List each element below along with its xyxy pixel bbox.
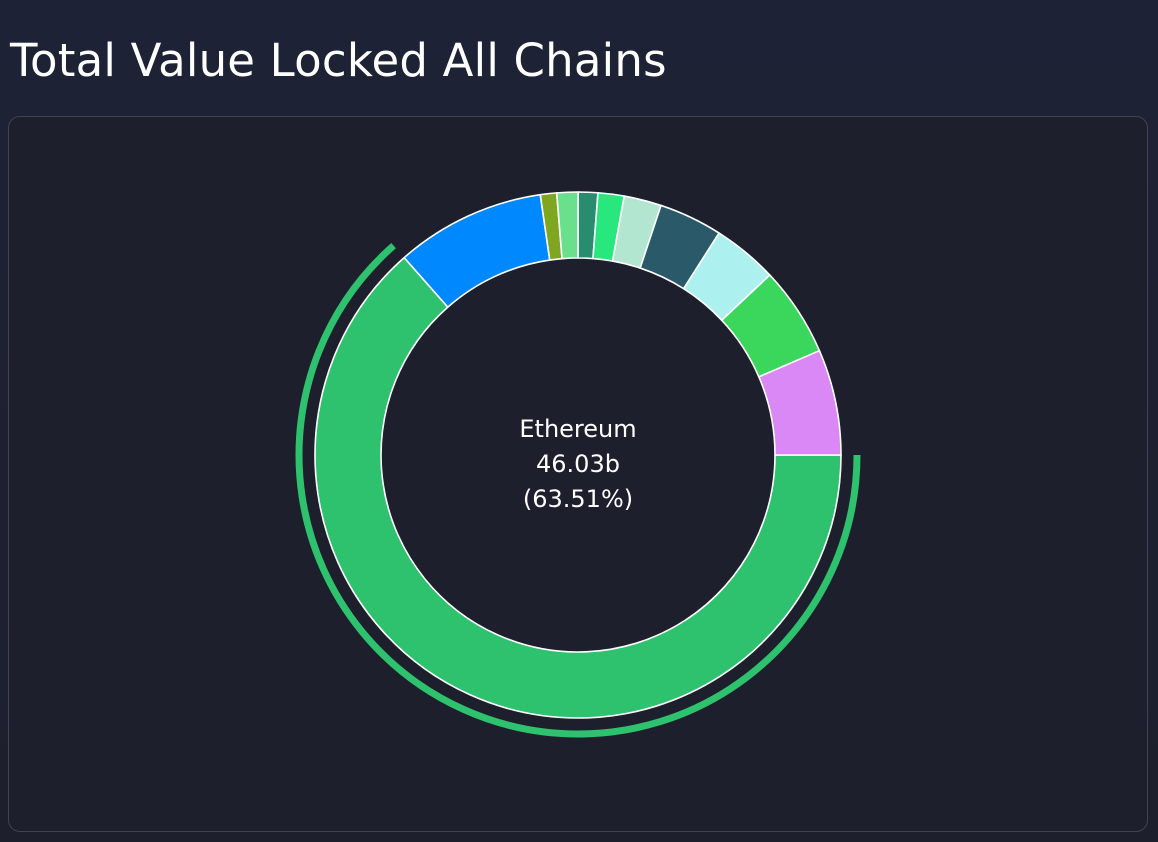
center-label-value: 46.03b	[536, 450, 620, 478]
highlight-arc	[295, 242, 861, 738]
center-label: Ethereum 46.03b (63.51%)	[478, 412, 678, 517]
donut-slice-1[interactable]	[314, 256, 842, 719]
center-label-name: Ethereum	[519, 415, 637, 443]
page-title: Total Value Locked All Chains	[10, 34, 667, 87]
center-label-percent: (63.51%)	[522, 485, 634, 513]
donut-slice-11[interactable]	[758, 349, 842, 456]
